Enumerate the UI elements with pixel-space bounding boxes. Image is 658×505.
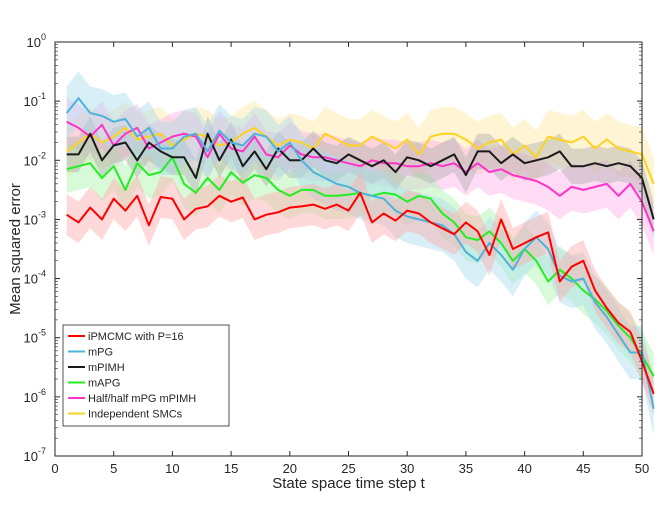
- band-mpg: [66, 71, 654, 436]
- x-tick-label: 35: [459, 461, 473, 476]
- x-tick-label: 0: [51, 461, 58, 476]
- x-tick-label: 30: [400, 461, 414, 476]
- y-axis-label: Mean squared error: [7, 183, 24, 315]
- y-tick-label: 10-5: [24, 328, 46, 346]
- legend-entry: Independent SMCs: [88, 409, 183, 421]
- legend-entry: mPIMH: [88, 362, 125, 374]
- x-tick-label: 40: [517, 461, 531, 476]
- x-tick-label: 50: [635, 461, 649, 476]
- x-tick-label: 15: [224, 461, 238, 476]
- series-lines: [65, 97, 655, 409]
- y-tick-label: 10-2: [24, 150, 46, 168]
- x-tick-label: 25: [341, 461, 355, 476]
- y-tick-label: 10-1: [24, 91, 46, 109]
- x-tick-label: 5: [110, 461, 117, 476]
- legend-entry: Half/half mPG mPIMH: [88, 393, 196, 405]
- legend-entry: iPMCMC with P=16: [88, 331, 184, 343]
- legend-entry: mPG: [88, 347, 113, 359]
- axis-ticks: 0 5 10 15 20 25 30 35 40 45 50 10-7 10-6 10-5 10-4 10-3…: [24, 32, 650, 476]
- x-tick-label: 20: [283, 461, 297, 476]
- line-independent-smcs: [66, 126, 655, 185]
- y-tick-label: 100: [27, 32, 46, 50]
- x-tick-label: 10: [165, 461, 179, 476]
- x-tick-label: 45: [576, 461, 590, 476]
- y-tick-label: 10-7: [24, 446, 46, 464]
- line-half-half-mpg-mpimh: [66, 120, 655, 232]
- x-axis-label: State space time step t: [272, 475, 425, 492]
- band-half-half-mpg-mpimh: [66, 98, 654, 255]
- band-independent-smcs: [66, 101, 654, 211]
- line-mpimh: [66, 132, 655, 220]
- legend-entry: mAPG: [88, 378, 120, 390]
- legend: iPMCMC with P=16 mPG mPIMH mAPG Half/half mP…: [62, 324, 230, 427]
- line-ipmcmc-with-p-16: [66, 191, 655, 395]
- y-tick-label: 10-3: [24, 209, 46, 227]
- y-tick-label: 10-4: [24, 269, 46, 287]
- legend-box: [62, 324, 230, 427]
- y-tick-label: 10-6: [24, 387, 46, 405]
